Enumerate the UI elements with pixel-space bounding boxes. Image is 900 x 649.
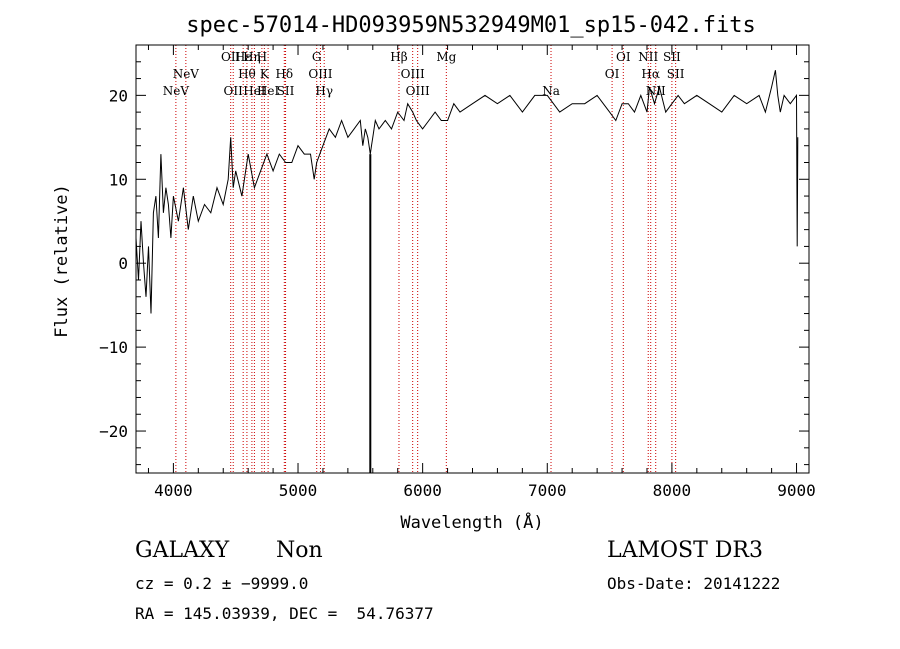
y-axis-ticks: −20 −10 0 10 20	[99, 44, 809, 466]
line-marker-label: Hδ	[275, 67, 293, 81]
line-marker-label: NII	[638, 50, 658, 64]
line-marker-label: OIII	[401, 67, 425, 81]
line-marker-label: Hε	[235, 50, 252, 64]
line-marker-label: OIII	[406, 84, 430, 98]
line-marker-label: OI	[616, 50, 631, 64]
y-tick-label: −10	[99, 338, 128, 357]
x-tick-label: 4000	[154, 481, 193, 500]
line-marker-label: OIII	[308, 67, 332, 81]
x-tick-label: 7000	[528, 481, 567, 500]
x-tick-label: 5000	[279, 481, 318, 500]
line-marker-label: Hγ	[315, 84, 333, 98]
line-marker-label: HeI	[243, 84, 266, 98]
line-marker-lines	[175, 45, 677, 473]
y-tick-label: 20	[109, 86, 128, 105]
x-axis-ticks: 4000 5000 6000 7000 8000 9000	[147, 45, 816, 500]
line-marker-label: OII	[221, 50, 241, 64]
line-marker-label: K	[260, 67, 270, 81]
line-marker-label: HeI	[257, 84, 280, 98]
x-tick-label: 9000	[777, 481, 816, 500]
line-marker-label: SII	[277, 84, 295, 98]
line-marker-label: H	[257, 50, 267, 64]
survey-name: LAMOST DR3	[607, 538, 763, 563]
line-marker-label: SII	[663, 50, 681, 64]
coordinates: RA = 145.03939, DEC = 54.76377	[135, 604, 434, 623]
y-tick-label: −20	[99, 422, 128, 441]
x-tick-label: 6000	[403, 481, 442, 500]
plot-frame	[135, 44, 810, 474]
line-marker-label: Hα	[641, 67, 660, 81]
redshift-line: cz = 0.2 ± −9999.0	[135, 574, 309, 593]
line-marker-label: NeV	[163, 84, 190, 98]
line-marker-label: SII	[667, 67, 685, 81]
line-marker-label: G	[312, 50, 322, 64]
line-marker-label: OII	[224, 84, 244, 98]
x-tick-label: 8000	[653, 481, 692, 500]
object-class: GALAXY	[135, 538, 230, 563]
line-marker-label: Mg	[436, 50, 456, 64]
x-axis-label: Wavelength (Å)	[400, 511, 543, 533]
chart-title: spec-57014-HD093959N532949M01_sp15-042.f…	[186, 13, 756, 38]
y-tick-label: 10	[109, 170, 128, 189]
y-axis-label: Flux (relative)	[52, 184, 72, 338]
line-marker-labels: NeVNeVOIIOIIHεHθHηHeIHKHeIHδSIIGOIIIHγHβ…	[163, 50, 685, 98]
line-marker-label: Hβ	[390, 50, 407, 64]
line-marker-label: Hη	[243, 50, 261, 64]
line-marker-label: Na	[542, 84, 560, 98]
y-tick-label: 0	[118, 254, 128, 273]
obs-date: Obs-Date: 20141222	[607, 574, 781, 593]
line-marker-label: Hθ	[238, 67, 256, 81]
line-marker-label: OI	[605, 67, 620, 81]
object-subclass: Non	[276, 538, 323, 563]
spectrum-series-line	[135, 70, 799, 314]
line-marker-label: NeV	[173, 67, 200, 81]
